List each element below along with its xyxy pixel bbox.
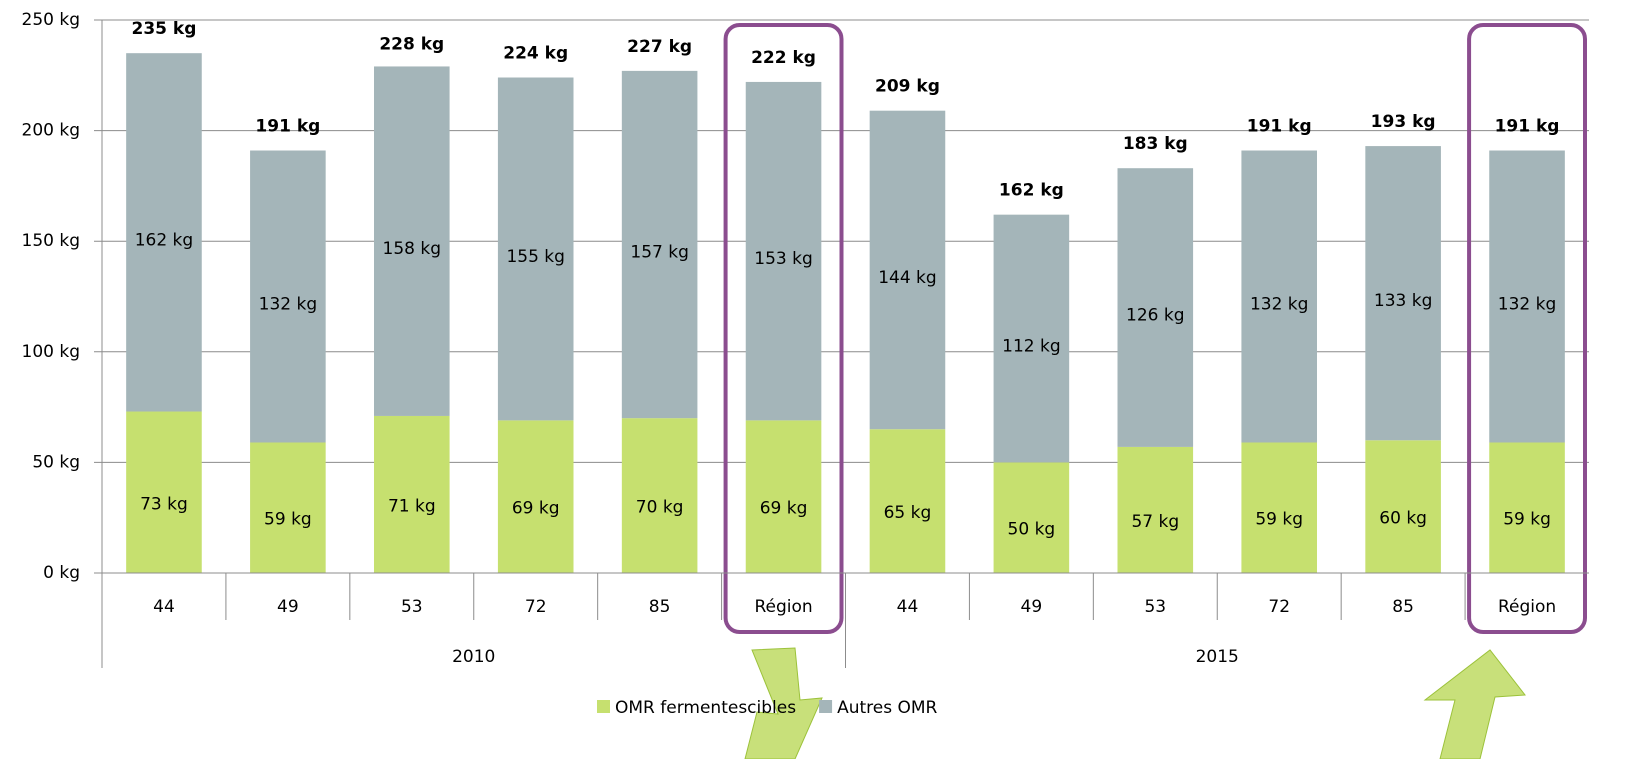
bar-segment [250,150,326,443]
bar-segment [621,418,698,573]
value-label: 57 kg [1131,512,1179,532]
total-label: 191 kg [1495,117,1560,137]
value-label: 132 kg [259,295,318,315]
total-label: 191 kg [255,117,320,137]
value-label: 69 kg [760,499,808,519]
value-label: 70 kg [636,498,684,518]
bar-segment [1365,146,1441,441]
bar-segment [373,66,450,416]
y-tick-label: 100 kg [22,342,81,362]
bar-segment [1117,168,1194,447]
bar-segment [1489,150,1565,443]
value-label: 50 kg [1008,520,1056,540]
total-label: 228 kg [379,35,444,55]
value-label: 157 kg [630,243,689,263]
x-tick-label: 85 [649,597,671,617]
legend-label: Autres OMR [837,698,937,718]
x-tick-label: 44 [153,597,175,617]
legend-swatch [819,700,833,713]
x-tick-label: 53 [401,597,423,617]
value-label: 162 kg [135,230,194,250]
value-label: 112 kg [1002,337,1061,357]
value-label: 133 kg [1374,291,1433,311]
bar-segment [1365,440,1441,573]
x-tick-label: 53 [1144,597,1166,617]
total-label: 224 kg [503,44,568,64]
group-label: 2015 [1196,647,1239,667]
bar-segment [993,214,1070,463]
x-tick-label: 72 [525,597,547,617]
x-tick-label: 49 [1021,597,1043,617]
x-tick-label: 44 [897,597,919,617]
bar-segment [126,53,202,412]
bar-segment [621,70,698,419]
value-label: 73 kg [140,494,188,514]
bar-segment [250,442,326,573]
value-label: 144 kg [878,268,937,288]
x-tick-label: 49 [277,597,299,617]
total-label: 162 kg [999,181,1064,201]
x-tick-label: 85 [1392,597,1414,617]
total-label: 227 kg [627,37,692,57]
bar-segment [497,77,574,421]
total-label: 235 kg [132,19,197,39]
value-label: 65 kg [884,503,932,523]
bar-segment [869,110,946,430]
bar-segment [993,462,1070,573]
y-tick-label: 50 kg [32,452,80,472]
value-label: 59 kg [1255,510,1303,530]
total-label: 191 kg [1247,117,1312,137]
value-label: 126 kg [1126,306,1185,326]
value-label: 59 kg [1503,510,1551,530]
highlight-box [1467,23,1588,634]
total-label: 183 kg [1123,134,1188,154]
bar-segment [869,429,946,573]
legend-label: OMR fermentescibles [615,698,796,718]
value-label: 132 kg [1498,295,1557,315]
y-tick-label: 150 kg [22,231,81,251]
value-label: 60 kg [1379,509,1427,529]
bar-segment [497,420,574,573]
y-tick-label: 250 kg [22,10,81,30]
bar-segment [1117,446,1194,573]
x-tick-label: Région [1498,597,1556,617]
group-label: 2010 [452,647,495,667]
bar-segment [373,415,450,573]
bar-segment [1241,442,1318,573]
bar-segment [126,411,202,573]
bar-segment [1489,442,1565,573]
value-label: 59 kg [264,510,312,530]
highlight-box [723,23,844,634]
total-label: 209 kg [875,77,940,97]
value-label: 71 kg [388,496,436,516]
highlights [744,647,1526,759]
bar-segment [1241,150,1318,443]
y-tick-label: 200 kg [22,121,81,141]
value-label: 132 kg [1250,295,1309,315]
arrow [744,647,823,759]
y-tick-label: 0 kg [43,563,80,583]
x-tick-label: Région [754,597,812,617]
value-label: 155 kg [506,247,565,267]
value-label: 158 kg [383,239,442,259]
legend-swatch [597,700,610,713]
x-tick-label: 72 [1268,597,1290,617]
bar-segment [745,81,822,421]
total-label: 222 kg [751,48,816,68]
arrow [1423,649,1526,759]
value-label: 153 kg [754,249,813,269]
bar-segment [745,420,822,573]
total-label: 193 kg [1371,112,1436,132]
value-label: 69 kg [512,499,560,519]
